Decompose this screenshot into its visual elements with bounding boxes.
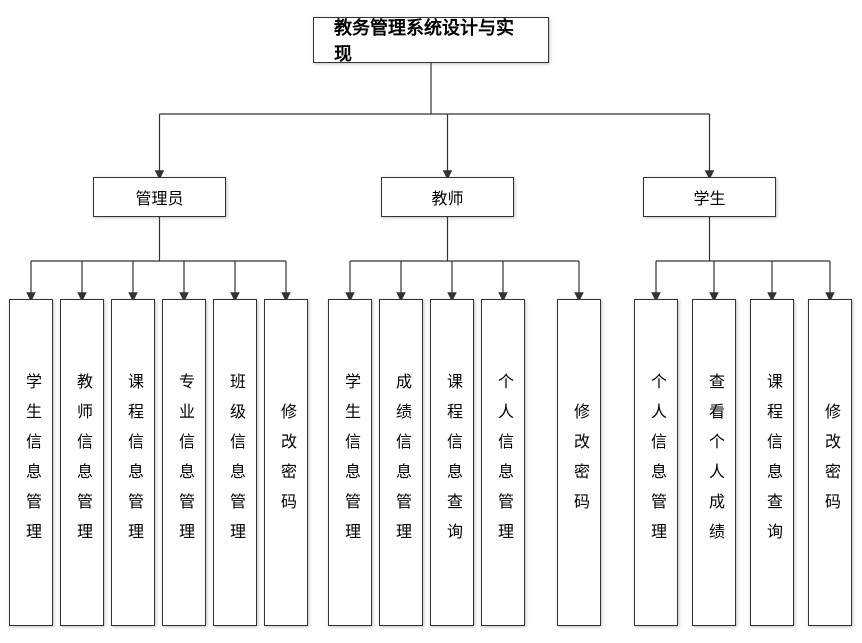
leaf-teacher-1: 成绩信息管理 bbox=[379, 299, 423, 626]
leaf-student-3: 修改密码 bbox=[808, 299, 852, 626]
leaf-label: 查看个人成绩 bbox=[702, 373, 726, 553]
role-teacher: 教师 bbox=[381, 177, 514, 217]
leaf-admin-5: 修改密码 bbox=[264, 299, 308, 626]
leaf-admin-2: 课程信息管理 bbox=[111, 299, 155, 626]
leaf-label: 教师信息管理 bbox=[70, 373, 94, 553]
leaf-admin-4: 班级信息管理 bbox=[213, 299, 257, 626]
leaf-teacher-2: 课程信息查询 bbox=[430, 299, 474, 626]
role-label: 学生 bbox=[693, 185, 725, 209]
role-label: 教师 bbox=[431, 185, 463, 209]
leaf-teacher-0: 学生信息管理 bbox=[328, 299, 372, 626]
role-admin: 管理员 bbox=[93, 177, 226, 217]
leaf-student-2: 课程信息查询 bbox=[750, 299, 794, 626]
leaf-label: 课程信息管理 bbox=[121, 373, 145, 553]
leaf-teacher-3: 个人信息管理 bbox=[481, 299, 525, 626]
leaf-label: 修改密码 bbox=[274, 403, 298, 523]
leaf-student-0: 个人信息管理 bbox=[634, 299, 678, 626]
leaf-teacher-4: 修改密码 bbox=[557, 299, 601, 626]
leaf-label: 学生信息管理 bbox=[338, 373, 362, 553]
leaf-label: 专业信息管理 bbox=[172, 373, 196, 553]
leaf-admin-1: 教师信息管理 bbox=[60, 299, 104, 626]
leaf-admin-3: 专业信息管理 bbox=[162, 299, 206, 626]
title-label: 教务管理系统设计与实现 bbox=[334, 14, 528, 66]
leaf-label: 成绩信息管理 bbox=[389, 373, 413, 553]
leaf-label: 个人信息管理 bbox=[644, 373, 668, 553]
leaf-label: 课程信息查询 bbox=[440, 373, 464, 553]
leaf-label: 学生信息管理 bbox=[19, 373, 43, 553]
role-student: 学生 bbox=[643, 177, 776, 217]
leaf-label: 班级信息管理 bbox=[223, 373, 247, 553]
leaf-label: 课程信息查询 bbox=[760, 373, 784, 553]
role-label: 管理员 bbox=[135, 185, 183, 209]
leaf-student-1: 查看个人成绩 bbox=[692, 299, 736, 626]
leaf-label: 个人信息管理 bbox=[491, 373, 515, 553]
title-box: 教务管理系统设计与实现 bbox=[313, 17, 549, 63]
leaf-label: 修改密码 bbox=[818, 403, 842, 523]
leaf-label: 修改密码 bbox=[567, 403, 591, 523]
leaf-admin-0: 学生信息管理 bbox=[9, 299, 53, 626]
